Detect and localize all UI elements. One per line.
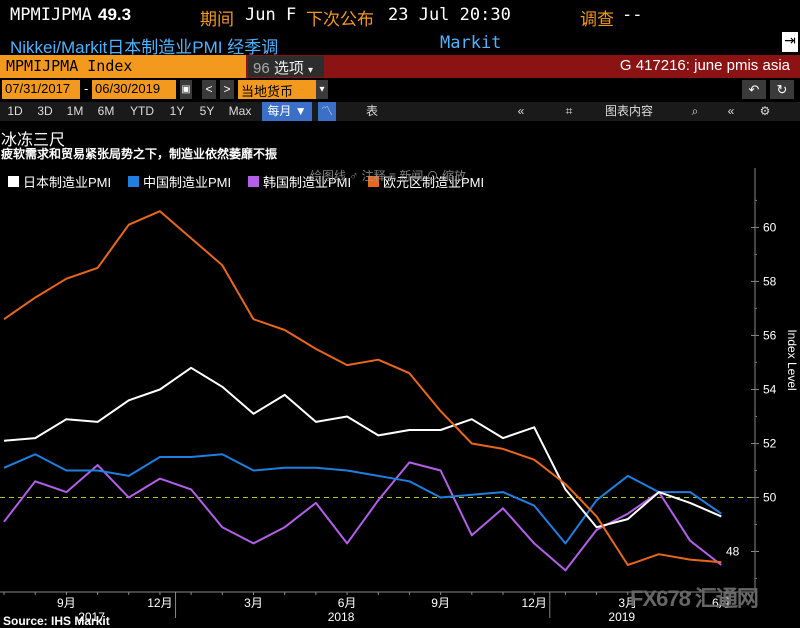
- y-tick-label-58: 58: [763, 274, 777, 288]
- chart-subtitle: 疲软需求和贸易紧张局势之下，制造业依然萎靡不振: [1, 147, 278, 161]
- axes: 48 50 52 54 56 58 60 Index Level 9月 12月 3月 6月 9月 12月 3…: [0, 168, 799, 624]
- series-line-0: [3, 366, 722, 529]
- end-date-field[interactable]: 06/30/2019: [92, 80, 176, 99]
- y-tick-label-54: 54: [763, 382, 777, 396]
- y-tick-label-52: 52: [763, 436, 777, 450]
- security-bar: MPMIJPMA Index 96 选项 ▾ G 417216: june pm…: [0, 55, 800, 78]
- header-period-value: Jun F: [245, 5, 297, 25]
- calendar-icon[interactable]: ▣: [180, 80, 192, 99]
- x-tick-label: 9月: [431, 596, 450, 610]
- line-chart-icon[interactable]: 〽: [318, 102, 336, 121]
- next-period-button[interactable]: >: [220, 80, 234, 99]
- security-header: MPMIJPMA 49.3 期间 Jun F 下次公布 23 Jul 20:30…: [0, 0, 800, 32]
- security-source: Markit: [440, 33, 502, 53]
- export-icon[interactable]: ⇥: [782, 32, 798, 52]
- date-separator: -: [84, 80, 90, 99]
- header-ticker: MPMIJPMA: [10, 5, 92, 25]
- chart-title: 冰冻三尺: [1, 132, 66, 149]
- x-tick-label: 12月: [147, 596, 172, 610]
- watermark-logo: FX678 汇通网: [630, 586, 759, 611]
- chart-type-icon[interactable]: ⌗: [565, 104, 573, 118]
- period-button-6m[interactable]: 6M: [97, 104, 115, 118]
- frequency-label: 每月: [267, 104, 292, 118]
- start-date-field[interactable]: 07/31/2017: [2, 80, 80, 99]
- legend-label: 韩国制造业PMI: [263, 175, 352, 190]
- options-label: 选项: [273, 60, 304, 77]
- x-tick-label: 3月: [618, 596, 637, 610]
- period-button-5y[interactable]: 5Y: [199, 104, 215, 118]
- legend-entry-0[interactable]: 日本制造业PMI: [8, 172, 111, 191]
- x-year-label: 2018: [328, 610, 355, 624]
- period-button-ytd[interactable]: YTD: [130, 104, 154, 118]
- x-year-label: 2019: [608, 610, 635, 624]
- collapse-button[interactable]: «: [517, 104, 525, 118]
- chart-toolbar: 1D 3D 1M 6M YTD 1Y 5Y Max 每月 ▼ 〽 表 « ⌗ 图表内容 ⌕ «…: [0, 102, 800, 121]
- header-last-value: 49.3: [98, 5, 132, 24]
- series-line-2: [3, 461, 722, 572]
- legend-entry-3[interactable]: 欧元区制造业PMI: [368, 172, 484, 191]
- x-tick-label: 6月: [338, 596, 357, 610]
- y-tick-label-48: 48: [726, 544, 740, 558]
- legend-label: 日本制造业PMI: [23, 175, 112, 190]
- gear-icon[interactable]: ⚙: [759, 104, 771, 118]
- chart-source: Source: IHS Markit: [3, 614, 110, 628]
- x-tick-label: 6月: [712, 596, 731, 610]
- header-period-label: 期间: [200, 10, 234, 29]
- y-axis-label: Index Level: [785, 329, 799, 390]
- security-description-row: Nikkei/Markit日本制造业PMI 经季调 Markit ⇥: [0, 32, 800, 57]
- header-next-release-label: 下次公布: [306, 10, 374, 29]
- x-tick-label: 12月: [522, 596, 547, 610]
- period-button-1d[interactable]: 1D: [7, 104, 23, 118]
- header-next-release-value: 23 Jul 20:30: [388, 5, 511, 25]
- legend-swatch: [128, 176, 139, 187]
- period-button-1y[interactable]: 1Y: [169, 104, 185, 118]
- legend-entry-1[interactable]: 中国制造业PMI: [128, 172, 231, 191]
- period-button-max[interactable]: Max: [228, 104, 252, 118]
- legend-swatch: [8, 176, 19, 187]
- chart-content-button[interactable]: 图表内容: [604, 104, 653, 118]
- date-range-bar: 07/31/2017 - 06/30/2019 ▣ < > 当地货币 ▾ ↶ ↻: [0, 80, 800, 101]
- currency-select[interactable]: 当地货币: [238, 80, 316, 99]
- y-tick-label-50: 50: [763, 490, 777, 504]
- chart-overlay-tools[interactable]: 绘图线 ♂ 注释 ≡ 新闻 ⊙ 缩放: [310, 169, 467, 183]
- zoom-icon[interactable]: ⌕: [691, 104, 699, 118]
- header-survey-value: --: [622, 5, 643, 25]
- legend-swatch: [248, 176, 259, 187]
- currency-chevron-icon[interactable]: ▾: [316, 80, 328, 99]
- series-line-3: [3, 210, 722, 566]
- legend-swatch: [368, 176, 379, 187]
- query-title: G 417216: june pmis asia: [619, 57, 790, 74]
- x-tick-label: 3月: [244, 596, 263, 610]
- y-tick-label-60: 60: [763, 220, 777, 234]
- frequency-select[interactable]: 每月 ▼: [262, 102, 312, 121]
- prev-period-button[interactable]: <: [202, 80, 216, 99]
- legend-label: 中国制造业PMI: [143, 175, 232, 190]
- period-button-3d[interactable]: 3D: [37, 104, 53, 118]
- series-line-1: [3, 453, 722, 545]
- x-year-label: 2017: [78, 610, 105, 624]
- security-description: Nikkei/Markit日本制造业PMI 经季调: [10, 38, 279, 57]
- refresh-button[interactable]: ↻: [770, 80, 794, 99]
- options-button[interactable]: 96 选项 ▾: [248, 56, 324, 77]
- y-tick-label-56: 56: [763, 328, 777, 342]
- legend-label: 欧元区制造业PMI: [383, 175, 485, 190]
- chevron-down-icon: ▾: [308, 65, 314, 76]
- ticker-input[interactable]: MPMIJPMA Index: [0, 55, 246, 78]
- collapse-right-icon[interactable]: «: [727, 104, 735, 118]
- undo-button[interactable]: ↶: [742, 80, 766, 99]
- options-icon: 96: [253, 60, 270, 77]
- header-survey-label: 调查: [580, 10, 614, 29]
- legend-entry-2[interactable]: 韩国制造业PMI: [248, 172, 351, 191]
- series-lines: [3, 210, 722, 572]
- period-button-1m[interactable]: 1M: [66, 104, 84, 118]
- table-button[interactable]: 表: [365, 104, 378, 118]
- x-tick-label: 9月: [57, 596, 76, 610]
